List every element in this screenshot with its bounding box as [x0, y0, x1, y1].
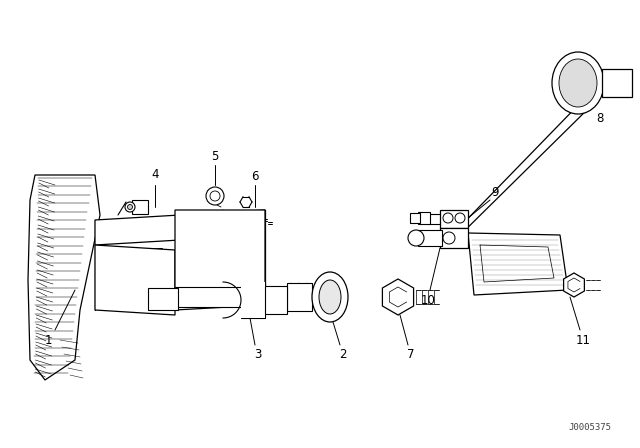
- FancyBboxPatch shape: [265, 286, 287, 314]
- Text: 8: 8: [596, 112, 604, 125]
- Ellipse shape: [552, 52, 604, 114]
- Circle shape: [443, 232, 455, 244]
- Polygon shape: [28, 175, 100, 380]
- Polygon shape: [95, 245, 175, 315]
- FancyBboxPatch shape: [132, 200, 148, 214]
- Circle shape: [443, 213, 453, 223]
- Polygon shape: [383, 279, 413, 315]
- FancyBboxPatch shape: [148, 288, 178, 310]
- FancyBboxPatch shape: [440, 210, 468, 228]
- Text: 9: 9: [492, 186, 499, 199]
- FancyBboxPatch shape: [175, 287, 250, 307]
- Polygon shape: [95, 210, 265, 245]
- Polygon shape: [564, 273, 584, 297]
- Ellipse shape: [312, 272, 348, 322]
- Polygon shape: [241, 282, 265, 318]
- Circle shape: [455, 213, 465, 223]
- Text: 4: 4: [151, 168, 159, 181]
- Text: 2: 2: [339, 349, 347, 362]
- Circle shape: [127, 204, 132, 210]
- Ellipse shape: [559, 59, 597, 107]
- Polygon shape: [468, 233, 568, 295]
- Circle shape: [206, 187, 224, 205]
- FancyBboxPatch shape: [418, 212, 430, 224]
- FancyBboxPatch shape: [440, 228, 468, 248]
- FancyBboxPatch shape: [418, 230, 442, 246]
- Text: 11: 11: [575, 333, 591, 346]
- Circle shape: [210, 191, 220, 201]
- Text: 10: 10: [420, 293, 435, 306]
- Text: J0005375: J0005375: [568, 423, 611, 432]
- FancyBboxPatch shape: [410, 213, 420, 223]
- FancyBboxPatch shape: [287, 283, 312, 311]
- Circle shape: [125, 202, 135, 212]
- Text: 7: 7: [407, 349, 415, 362]
- Ellipse shape: [319, 280, 341, 314]
- Polygon shape: [175, 210, 265, 310]
- Text: 3: 3: [254, 349, 262, 362]
- Text: 5: 5: [211, 151, 219, 164]
- Text: 6: 6: [252, 171, 259, 184]
- Circle shape: [408, 230, 424, 246]
- FancyBboxPatch shape: [602, 69, 632, 97]
- Text: 1: 1: [44, 333, 52, 346]
